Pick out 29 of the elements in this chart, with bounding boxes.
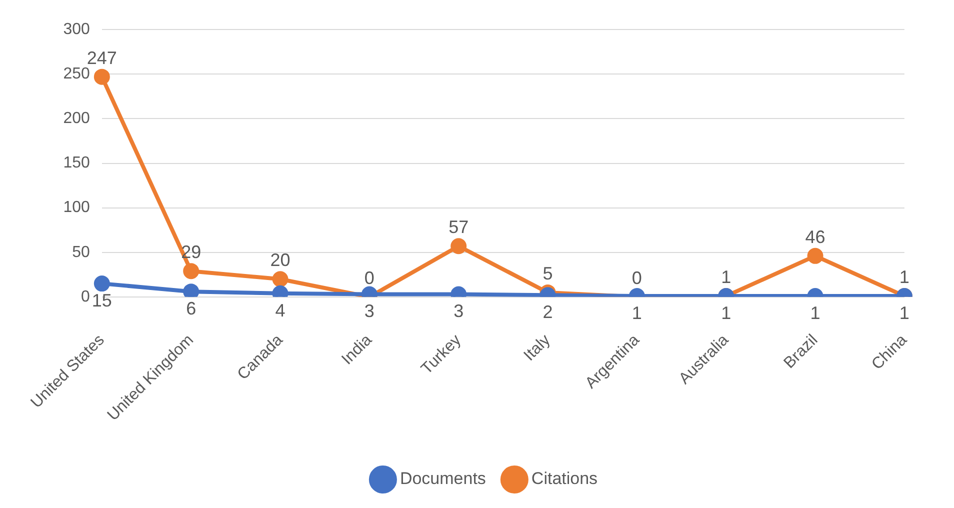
data-label: 1: [721, 303, 732, 323]
data-label: 4: [275, 300, 286, 320]
data-label: 1: [721, 267, 732, 287]
y-tick-label: 150: [63, 154, 90, 172]
legend-label: Citations: [531, 469, 598, 488]
y-tick-label: 0: [81, 288, 90, 306]
data-label: 1: [899, 303, 910, 323]
data-label: 5: [542, 263, 553, 284]
data-label: 46: [805, 226, 826, 247]
y-tick-label: 300: [63, 21, 90, 38]
data-label: 3: [454, 301, 464, 322]
legend-label: Documents: [400, 469, 486, 488]
y-tick-label: 200: [63, 110, 90, 128]
data-label: 3: [364, 301, 374, 322]
y-tick-label: 50: [72, 244, 90, 261]
data-label: 0: [364, 268, 374, 288]
data-label: 1: [810, 303, 820, 323]
data-label: 1: [632, 303, 642, 323]
data-label: 57: [448, 217, 469, 238]
y-tick-label: 250: [63, 66, 90, 83]
data-label: 247: [86, 48, 117, 68]
data-label: 6: [186, 298, 196, 319]
y-tick-label: 100: [63, 199, 90, 216]
data-label: 2: [542, 302, 553, 322]
data-label: 0: [632, 268, 642, 288]
data-label: 20: [270, 250, 290, 270]
data-label: 15: [92, 290, 112, 311]
data-label: 1: [899, 267, 910, 287]
x-tick-label: Italy: [520, 332, 554, 364]
